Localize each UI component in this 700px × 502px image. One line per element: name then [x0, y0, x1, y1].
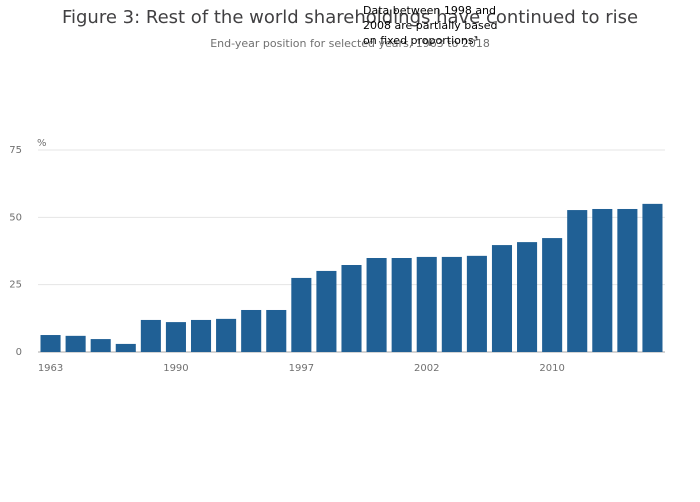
bar	[642, 203, 663, 352]
bar	[115, 343, 136, 352]
annotation: Data between 1998 and	[363, 4, 496, 17]
bar	[617, 208, 638, 352]
chart-title: Figure 3: Rest of the world shareholding…	[62, 7, 638, 28]
bar	[140, 319, 161, 352]
bar	[466, 255, 487, 352]
y-tick-label: 50	[9, 212, 22, 223]
bar	[567, 210, 588, 352]
y-axis-label: %	[37, 138, 47, 149]
chart-subtitle: End-year position for selected years, 19…	[210, 37, 490, 50]
bar	[216, 318, 237, 352]
x-tick-label: 1990	[163, 363, 188, 374]
bar	[190, 319, 212, 352]
bar	[241, 309, 262, 352]
x-tick-label: 1997	[289, 363, 314, 374]
x-tick-label: 1963	[38, 363, 63, 374]
bar	[65, 335, 86, 352]
bar	[165, 322, 186, 352]
bar	[517, 242, 538, 352]
bar	[391, 258, 412, 352]
bar	[316, 270, 337, 352]
y-tick-label: 75	[9, 145, 22, 156]
y-tick-label: 25	[9, 280, 22, 291]
annotation: 2008 are partially based	[363, 19, 497, 32]
x-tick-label: 2010	[539, 363, 564, 374]
bar	[441, 256, 462, 352]
y-tick-label: 0	[16, 347, 22, 358]
bar	[90, 339, 111, 352]
bar	[266, 309, 287, 352]
bar	[40, 335, 61, 352]
x-tick-label: 2002	[414, 363, 439, 374]
bar	[592, 208, 613, 352]
bar	[491, 245, 513, 352]
bar	[416, 256, 437, 352]
bar	[291, 277, 312, 352]
annotation: on fixed proportions³	[363, 34, 478, 47]
bar	[366, 258, 387, 352]
bar	[542, 238, 563, 352]
bar	[341, 265, 362, 352]
